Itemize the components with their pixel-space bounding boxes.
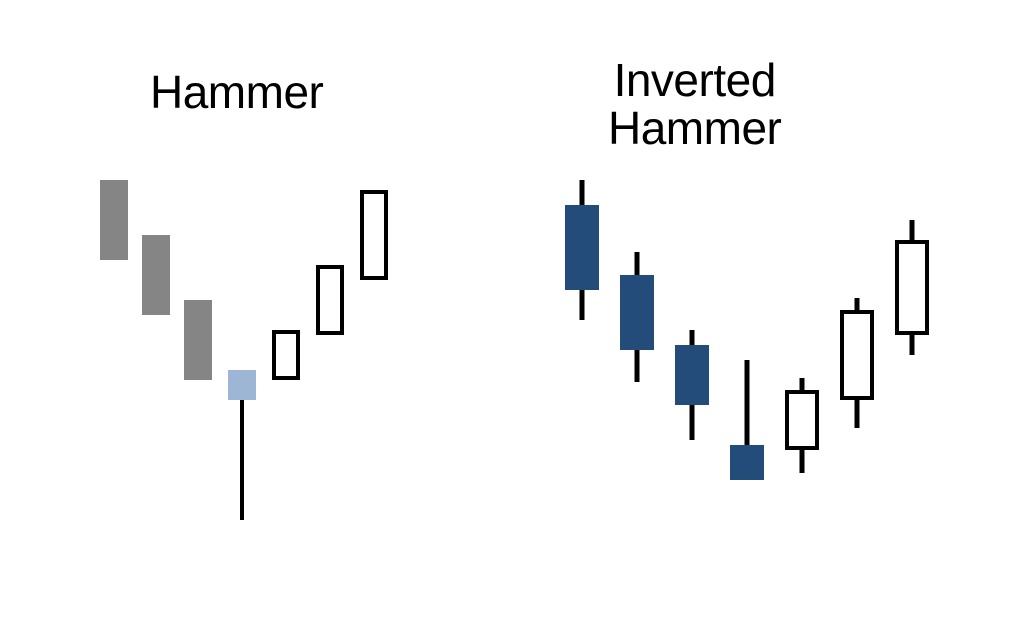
- hammer-candle-wick: [240, 400, 244, 520]
- bull-candle-2-body: [316, 265, 344, 335]
- bear-candle-1-body: [565, 205, 599, 290]
- inverted-hammer-title: Inverted Hammer: [608, 56, 781, 153]
- bear-candle-2-body: [142, 235, 170, 315]
- bear-candle-3-body: [675, 345, 709, 405]
- bear-candle-1-body: [100, 180, 128, 260]
- bull-candle-3-body: [895, 240, 929, 335]
- bear-candle-2-body: [620, 275, 654, 350]
- hammer-candle-body: [228, 370, 256, 400]
- bull-candle-3-body: [360, 190, 388, 280]
- inverted-hammer-candle-wick: [745, 360, 750, 455]
- bull-candle-1-body: [272, 330, 300, 380]
- inverted-hammer-candle-body: [730, 445, 764, 480]
- bear-candle-3-body: [184, 300, 212, 380]
- hammer-title: Hammer: [150, 68, 323, 116]
- bull-candle-1-body: [785, 390, 819, 450]
- bull-candle-2-body: [840, 310, 874, 400]
